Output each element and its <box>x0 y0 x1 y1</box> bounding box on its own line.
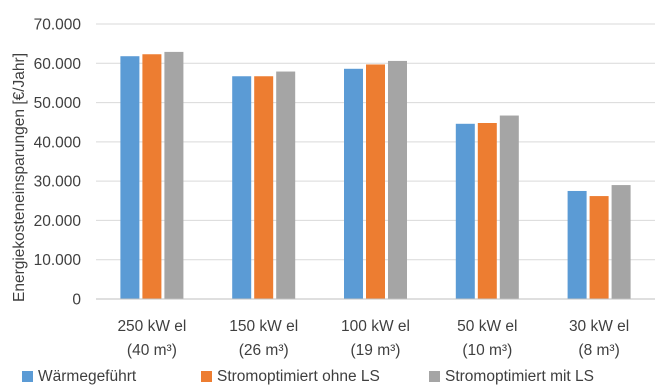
x-tick-label: 50 kW el <box>457 318 517 335</box>
legend-swatch <box>22 371 33 382</box>
legend-label: Wärmegeführt <box>38 368 137 385</box>
bar <box>120 56 140 299</box>
bar <box>611 185 631 299</box>
bar <box>142 54 162 299</box>
bar <box>276 71 296 300</box>
bars <box>120 51 631 300</box>
bar <box>344 68 363 300</box>
x-tick-label: (26 m³) <box>239 342 289 359</box>
bar <box>232 76 252 299</box>
bar <box>455 123 475 300</box>
y-tick-label: 70.000 <box>34 17 82 34</box>
x-tick-label: 30 kW el <box>569 318 629 335</box>
legend: Wärmegeführt Stromoptimiert ohne LS Stromo… <box>22 368 594 385</box>
legend-label: Stromoptimiert ohne LS <box>217 368 380 385</box>
x-tick-label: (19 m³) <box>351 342 401 359</box>
y-tick-label: 60.000 <box>34 56 82 73</box>
bar <box>254 76 274 299</box>
bar <box>164 51 184 300</box>
y-axis-title: Energiekosteneinsparungen [€/Jahr] <box>11 53 28 302</box>
legend-label: Stromoptimiert mit LS <box>445 368 594 385</box>
x-tick-label: (40 m³) <box>127 342 177 359</box>
y-tick-label: 40.000 <box>34 134 82 151</box>
x-tick-label: (8 m³) <box>578 342 619 359</box>
x-tick-label: 250 kW el <box>117 318 186 335</box>
bar <box>567 190 587 299</box>
y-tick-label: 50.000 <box>34 95 82 112</box>
axes: 0 10.000 20.000 30.000 40.000 50.000 60.000 70.… <box>34 17 655 359</box>
x-tick-label: 100 kW el <box>341 318 410 335</box>
bar <box>388 60 407 299</box>
x-tick-label: 150 kW el <box>229 318 298 335</box>
legend-swatch <box>429 371 440 382</box>
y-tick-label: 0 <box>72 292 81 309</box>
bar <box>366 64 385 299</box>
legend-swatch <box>201 371 212 382</box>
bar <box>499 115 519 300</box>
bar <box>589 196 609 299</box>
y-tick-label: 10.000 <box>34 252 82 269</box>
y-tick-label: 30.000 <box>34 174 82 191</box>
y-tick-label: 20.000 <box>34 213 82 230</box>
x-tick-label: (10 m³) <box>462 342 512 359</box>
bar <box>477 123 497 299</box>
